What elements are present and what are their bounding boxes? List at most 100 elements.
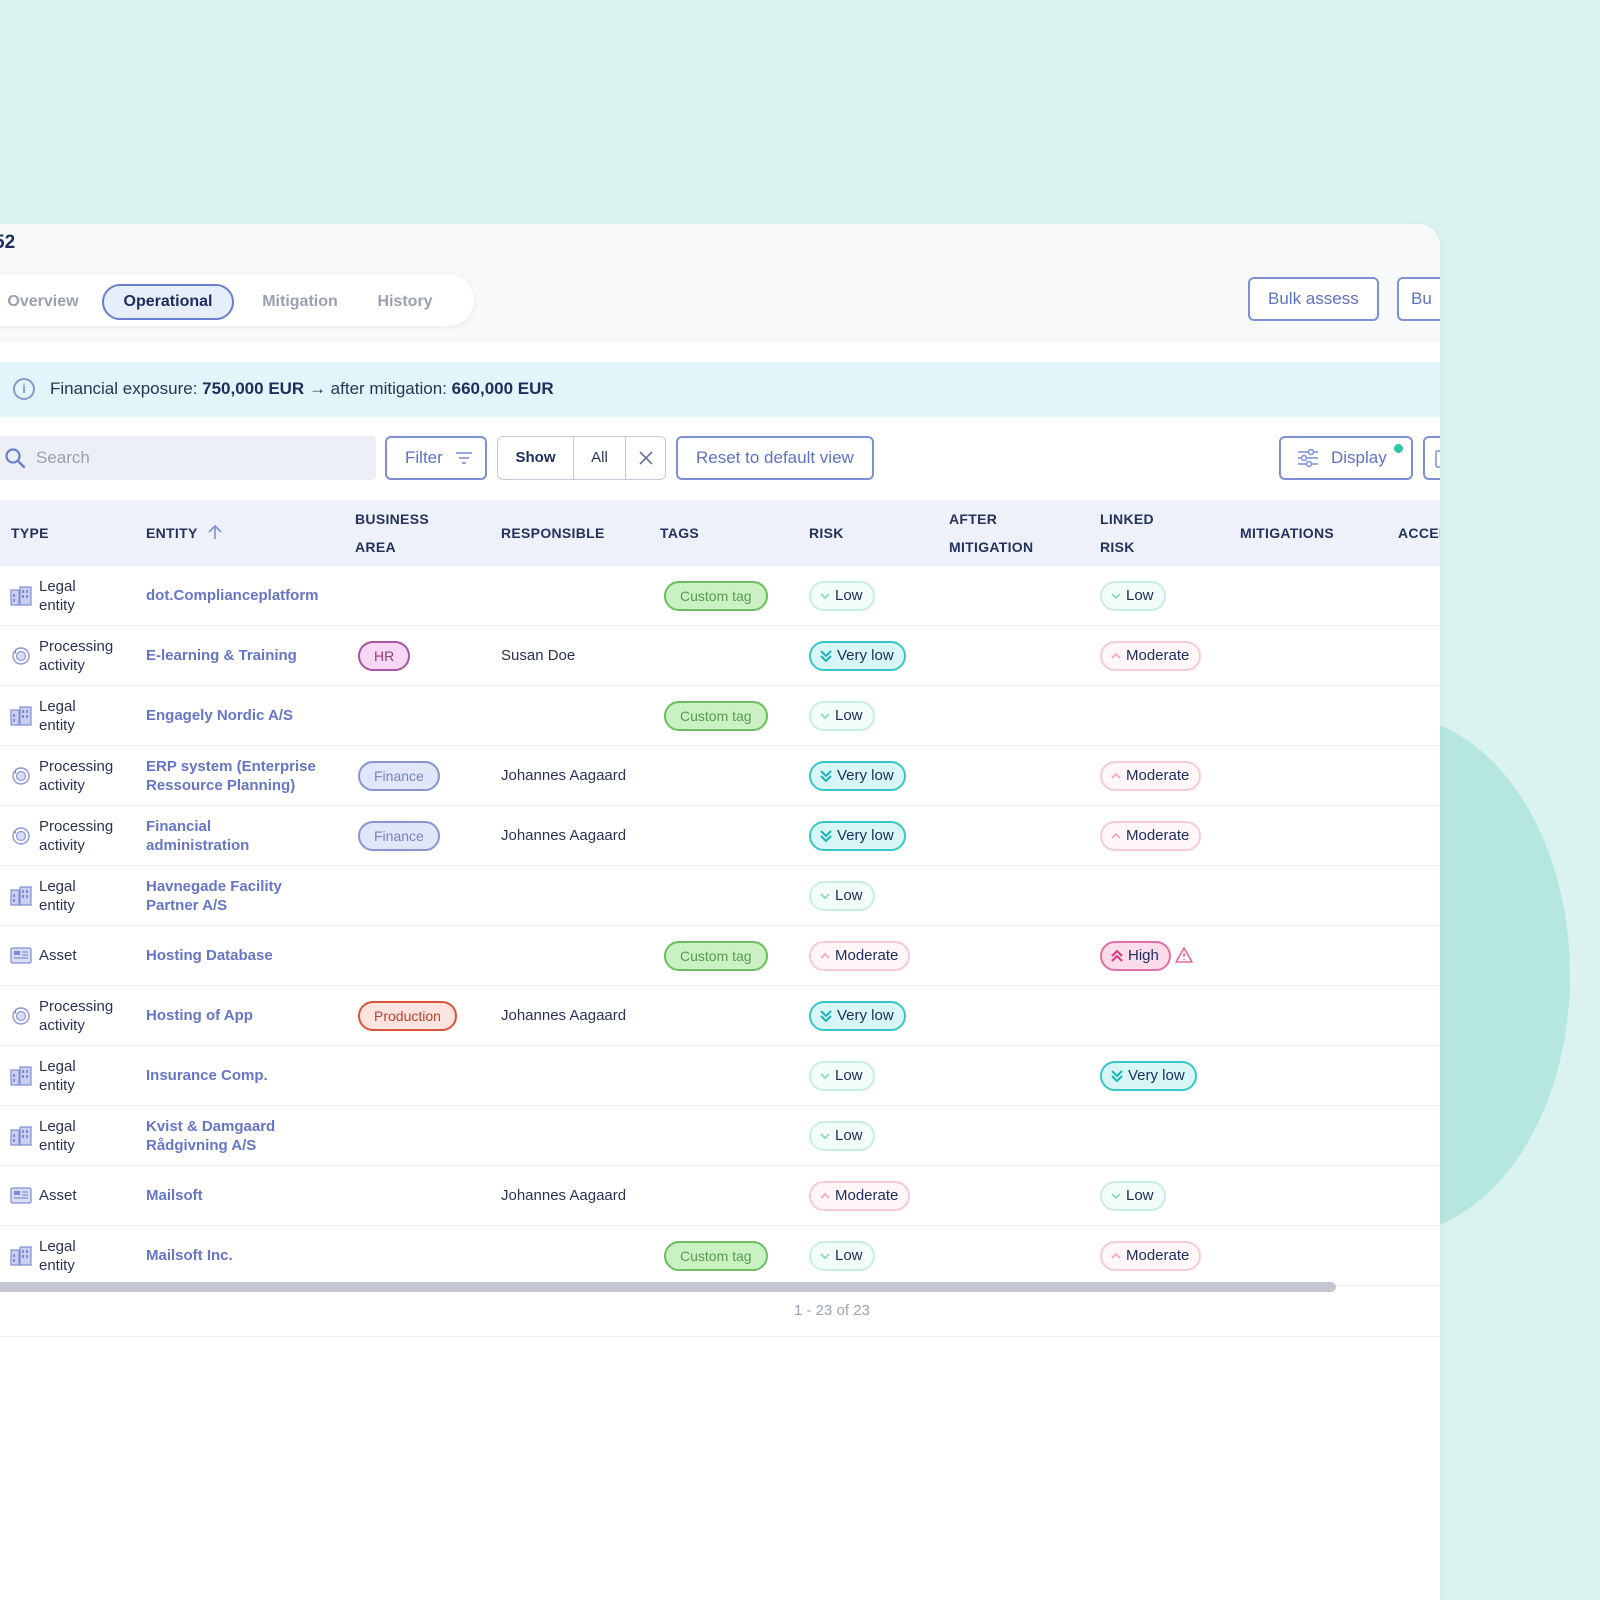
chevron-down-icon bbox=[819, 591, 835, 601]
risk-badge: Low bbox=[809, 1121, 875, 1151]
row-type-line2: entity bbox=[39, 1077, 75, 1094]
linked-risk-badge: Very low bbox=[1100, 1061, 1197, 1091]
column-header-type[interactable]: TYPE bbox=[11, 525, 49, 541]
responsible-person: Susan Doe bbox=[501, 647, 576, 664]
search-input[interactable] bbox=[36, 436, 356, 480]
entity-link[interactable]: ERP system (Enterprise Ressource Planning… bbox=[146, 757, 346, 795]
column-header-risk[interactable]: RISK bbox=[809, 525, 844, 541]
column-header-entity-label: ENTITY bbox=[146, 525, 198, 541]
risk-badge: Low bbox=[809, 701, 875, 731]
entity-link-line1: Engagely Nordic A/S bbox=[146, 707, 293, 724]
table-row[interactable]: Legal entity dot.Complianceplatform Custom … bbox=[0, 566, 1440, 626]
column-header-tags[interactable]: TAGS bbox=[660, 525, 700, 541]
entity-link[interactable]: Kvist & Damgaard Rådgivning A/S bbox=[146, 1117, 346, 1155]
show-all-option[interactable]: All bbox=[574, 437, 626, 479]
table-footer bbox=[0, 1336, 1440, 1600]
entity-link-line1: E-learning & Training bbox=[146, 647, 297, 664]
double-chevron-down-icon bbox=[819, 829, 837, 843]
clear-show-filter-button[interactable] bbox=[626, 437, 665, 479]
responsible-person: Johannes Aagaard bbox=[501, 1187, 627, 1204]
risk-badge-label: Low bbox=[835, 1067, 863, 1084]
sort-ascending-icon bbox=[207, 524, 222, 539]
export-button[interactable] bbox=[1423, 436, 1440, 480]
linked-risk-badge: High bbox=[1100, 941, 1171, 971]
building-icon bbox=[10, 1066, 32, 1086]
chevron-down-icon bbox=[1110, 1191, 1126, 1201]
tab-overview[interactable]: Overview bbox=[7, 293, 79, 310]
table-row[interactable]: Legal entity Mailsoft Inc. Custom tag Low Mod… bbox=[0, 1226, 1440, 1286]
sliders-icon bbox=[1298, 448, 1318, 468]
entity-link[interactable]: Financial administration bbox=[146, 817, 346, 855]
bulk-assess-button[interactable]: Bulk assess bbox=[1248, 277, 1379, 321]
entity-link[interactable]: Havnegade Facility Partner A/S bbox=[146, 877, 346, 915]
column-header-entity[interactable]: ENTITY bbox=[146, 519, 222, 547]
row-type-line1: Processing bbox=[39, 758, 114, 775]
entity-link[interactable]: dot.Complianceplatform bbox=[146, 586, 346, 605]
entity-link[interactable]: Hosting Database bbox=[146, 946, 346, 965]
linked-risk-badge: Low bbox=[1100, 581, 1166, 611]
display-button[interactable]: Display bbox=[1279, 436, 1413, 480]
column-header-business-area[interactable]: BUSINESS AREA bbox=[355, 505, 429, 561]
filter-button[interactable]: Filter bbox=[385, 436, 487, 480]
chevron-down-icon bbox=[1110, 591, 1126, 601]
entity-link-line1: Insurance Comp. bbox=[146, 1067, 268, 1084]
entity-link-line1: Havnegade Facility bbox=[146, 878, 282, 895]
column-header-after-mitigation-line2: MITIGATION bbox=[949, 539, 1034, 555]
entity-link[interactable]: Engagely Nordic A/S bbox=[146, 706, 346, 725]
entity-link[interactable]: Mailsoft Inc. bbox=[146, 1246, 346, 1265]
table-row[interactable]: Processing activity Hosting of App Producti… bbox=[0, 986, 1440, 1046]
column-header-responsible[interactable]: RESPONSIBLE bbox=[501, 525, 605, 541]
responsible-person: Johannes Aagaard bbox=[501, 767, 627, 784]
table-row[interactable]: Legal entity Havnegade Facility Partner A/S… bbox=[0, 866, 1440, 926]
chevron-down-icon bbox=[819, 891, 835, 901]
bulk-action-button[interactable]: Bu bbox=[1397, 277, 1440, 321]
horizontal-scrollbar[interactable] bbox=[0, 1282, 1336, 1292]
column-header-linked-risk[interactable]: LINKED RISK bbox=[1100, 505, 1154, 561]
risk-badge: Very low bbox=[809, 821, 906, 851]
business-area-badge: Finance bbox=[358, 821, 440, 851]
entity-link[interactable]: Mailsoft bbox=[146, 1186, 346, 1205]
page-title: 52 bbox=[0, 232, 16, 253]
building-icon bbox=[10, 586, 32, 606]
linked-risk-badge-label: Moderate bbox=[1126, 1247, 1190, 1264]
risk-badge-label: Moderate bbox=[835, 947, 899, 964]
custom-tag-badge: Custom tag bbox=[664, 941, 768, 971]
table-row[interactable]: Legal entity Insurance Comp. Low Very low bbox=[0, 1046, 1440, 1106]
double-chevron-down-icon bbox=[819, 649, 837, 663]
double-chevron-down-icon bbox=[1110, 1069, 1128, 1083]
table-row[interactable]: Processing activity Financial administratio… bbox=[0, 806, 1440, 866]
tab-history[interactable]: History bbox=[377, 293, 433, 310]
entity-link[interactable]: Insurance Comp. bbox=[146, 1066, 346, 1085]
risk-badge: Moderate bbox=[809, 1181, 911, 1211]
entity-link-line2: Ressource Planning) bbox=[146, 777, 296, 794]
row-type-line2: activity bbox=[39, 1017, 85, 1034]
close-icon bbox=[638, 451, 653, 465]
tab-mitigation[interactable]: Mitigation bbox=[262, 293, 338, 310]
entity-link-line1: Hosting Database bbox=[146, 947, 273, 964]
column-header-acceptance[interactable]: ACCEP bbox=[1398, 525, 1440, 541]
table-row[interactable]: Processing activity ERP system (Enterprise… bbox=[0, 746, 1440, 806]
risk-badge-label: Low bbox=[835, 1247, 863, 1264]
business-area-badge: Production bbox=[358, 1001, 457, 1031]
chevron-down-icon bbox=[819, 1071, 835, 1081]
column-header-mitigations[interactable]: MITIGATIONS bbox=[1240, 525, 1335, 541]
entity-link[interactable]: E-learning & Training bbox=[146, 646, 346, 665]
column-header-after-mitigation[interactable]: AFTER MITIGATION bbox=[949, 505, 1033, 561]
table-row[interactable]: Asset Mailsoft Johannes Aagaard Moderate Low bbox=[0, 1166, 1440, 1226]
table-row[interactable]: Processing activity E-learning & Training H… bbox=[0, 626, 1440, 686]
search-box bbox=[0, 436, 376, 480]
row-type: Legal entity bbox=[39, 577, 119, 615]
column-header-linked-risk-line1: LINKED bbox=[1100, 511, 1154, 527]
risk-badge: Low bbox=[809, 581, 875, 611]
row-type-line2: entity bbox=[39, 897, 75, 914]
risk-badge-label: Very low bbox=[837, 647, 894, 664]
entity-link-line2: Partner A/S bbox=[146, 897, 228, 914]
table-row[interactable]: Asset Hosting Database Custom tag Moderate H… bbox=[0, 926, 1440, 986]
entity-link[interactable]: Hosting of App bbox=[146, 1006, 346, 1025]
row-type-line2: entity bbox=[39, 717, 75, 734]
reset-view-button[interactable]: Reset to default view bbox=[676, 436, 874, 480]
tab-operational[interactable]: Operational bbox=[102, 284, 234, 320]
table-row[interactable]: Legal entity Kvist & Damgaard Rådgivning A/… bbox=[0, 1106, 1440, 1166]
table-row[interactable]: Legal entity Engagely Nordic A/S Custom tag… bbox=[0, 686, 1440, 746]
risk-badge-label: Moderate bbox=[835, 1187, 899, 1204]
